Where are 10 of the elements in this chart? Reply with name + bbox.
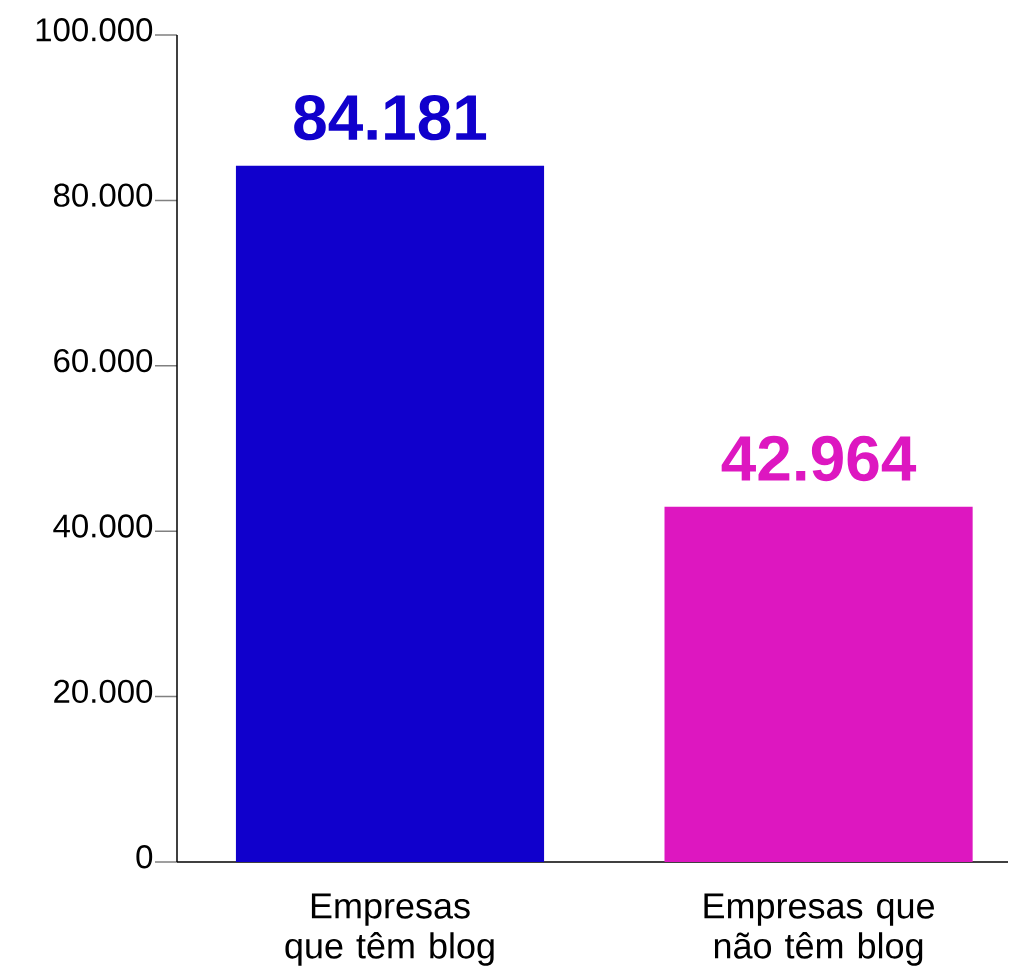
y-tick-label: 80.000 — [53, 183, 153, 207]
data-label: 42.964 — [721, 435, 917, 482]
y-tick-label: 20.000 — [54, 679, 153, 704]
y-tick-label: 40.000 — [53, 514, 153, 538]
y-tick-label: 60.000 — [54, 348, 153, 373]
data-label: 84.181 — [294, 94, 487, 141]
y-tick-label: 100.000 — [36, 18, 153, 42]
x-tick-label: Empresas que não têm blog — [704, 893, 934, 966]
y-tick-label: 0 — [136, 845, 153, 869]
x-tick-label: Empresas que têm blog — [285, 893, 494, 966]
